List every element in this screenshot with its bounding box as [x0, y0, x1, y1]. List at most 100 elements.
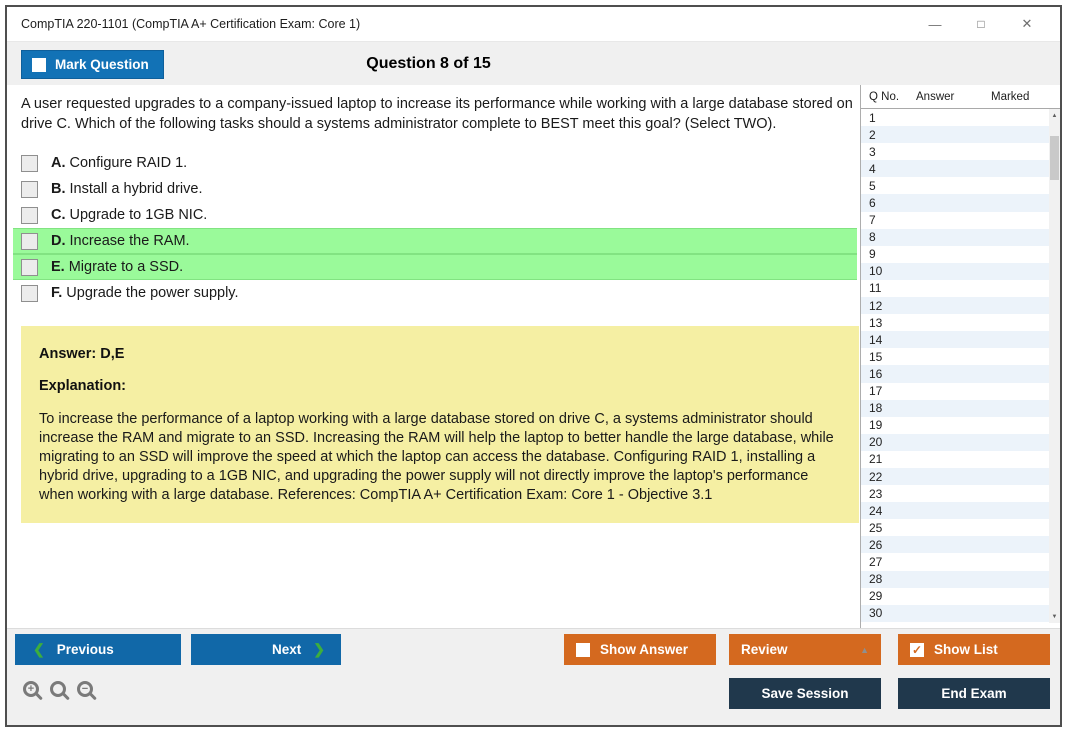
- main-area: A user requested upgrades to a company-i…: [7, 85, 1060, 628]
- review-dropdown[interactable]: Review ▲: [729, 634, 881, 665]
- option-checkbox[interactable]: [21, 206, 38, 224]
- save-session-button[interactable]: Save Session: [729, 678, 881, 709]
- option-checkbox[interactable]: [21, 180, 38, 198]
- option-label: F. Upgrade the power supply.: [51, 285, 239, 301]
- option-row-a[interactable]: A. Configure RAID 1.: [13, 150, 857, 176]
- question-list-row[interactable]: 15: [869, 349, 883, 364]
- option-checkbox[interactable]: [21, 258, 38, 276]
- save-session-label: Save Session: [761, 686, 849, 701]
- option-checkbox[interactable]: [21, 232, 38, 250]
- mark-question-button[interactable]: Mark Question: [21, 50, 164, 79]
- question-list-row[interactable]: 29: [869, 589, 883, 604]
- question-list-row[interactable]: 25: [869, 520, 883, 535]
- option-label: B. Install a hybrid drive.: [51, 181, 203, 197]
- zoom-controls: + −: [23, 681, 93, 697]
- question-list-row[interactable]: 5: [869, 178, 876, 193]
- question-list-row[interactable]: 11: [869, 281, 882, 296]
- chevron-up-icon: ▲: [860, 644, 869, 655]
- option-label: C. Upgrade to 1GB NIC.: [51, 207, 208, 223]
- question-list-row[interactable]: 9: [869, 247, 876, 262]
- option-row-b[interactable]: B. Install a hybrid drive.: [13, 176, 857, 202]
- question-list-row[interactable]: 24: [861, 502, 1049, 520]
- header-strip: Mark Question Question 8 of 15: [7, 41, 1060, 85]
- show-list-checkbox-icon[interactable]: ✓: [910, 642, 924, 657]
- explanation-body: To increase the performance of a laptop …: [39, 411, 834, 503]
- chevron-right-icon: ❯: [313, 641, 325, 657]
- scroll-down-icon[interactable]: ▼: [1051, 613, 1058, 620]
- question-list-row[interactable]: 12: [861, 297, 1049, 315]
- mark-question-checkbox-icon[interactable]: [32, 57, 46, 72]
- explanation-heading: Explanation:: [39, 378, 127, 394]
- title-bar: CompTIA 220-1101 (CompTIA A+ Certificati…: [7, 7, 1060, 41]
- chevron-left-icon: ❮: [33, 641, 45, 657]
- question-list-row[interactable]: 28: [861, 570, 1049, 588]
- app-window: CompTIA 220-1101 (CompTIA A+ Certificati…: [5, 5, 1062, 727]
- show-answer-checkbox-icon[interactable]: [576, 642, 590, 657]
- maximize-icon[interactable]: □: [977, 17, 985, 31]
- option-label: D. Increase the RAM.: [51, 233, 190, 249]
- previous-label: Previous: [56, 642, 114, 657]
- question-list-row[interactable]: 7: [869, 213, 876, 228]
- question-list-row[interactable]: 19: [869, 418, 883, 433]
- option-checkbox[interactable]: [21, 284, 38, 302]
- question-list-row[interactable]: 21: [869, 452, 883, 467]
- question-text: A user requested upgrades to a company-i…: [21, 96, 853, 132]
- question-panel: A user requested upgrades to a company-i…: [7, 85, 860, 628]
- zoom-in-icon[interactable]: +: [23, 681, 39, 697]
- col-header-qno: Q No.: [869, 90, 900, 103]
- options-list: A. Configure RAID 1. B. Install a hybrid dr…: [13, 150, 857, 306]
- show-list-label: Show List: [934, 642, 998, 657]
- question-list-scrollbar[interactable]: ▲ ▼: [1049, 109, 1060, 623]
- window-controls: — □ ✕: [912, 16, 1050, 32]
- option-row-c[interactable]: C. Upgrade to 1GB NIC.: [13, 202, 857, 228]
- show-answer-label: Show Answer: [600, 642, 689, 657]
- question-list-row[interactable]: 23: [869, 486, 883, 501]
- window-title: CompTIA 220-1101 (CompTIA A+ Certificati…: [21, 17, 361, 31]
- question-list-row[interactable]: 1: [869, 110, 876, 125]
- minimize-icon[interactable]: —: [928, 16, 942, 32]
- option-label: E. Migrate to a SSD.: [51, 259, 184, 275]
- bottom-bar: ❮ Previous Next ❯ Show Answer Review ▲ ✓…: [7, 628, 1060, 725]
- question-list-row[interactable]: 14: [861, 331, 1049, 349]
- previous-button[interactable]: ❮ Previous: [15, 634, 181, 665]
- question-list-row[interactable]: 22: [861, 467, 1049, 486]
- zoom-reset-icon[interactable]: [50, 681, 66, 697]
- option-row-f[interactable]: F. Upgrade the power supply.: [13, 280, 857, 306]
- question-list-row[interactable]: 8: [861, 228, 1049, 246]
- question-list-row[interactable]: 2: [861, 126, 1049, 144]
- explanation-panel: Answer: D,E Explanation: To increase the…: [21, 326, 859, 523]
- mark-question-label: Mark Question: [55, 57, 149, 72]
- col-header-answer: Answer: [916, 90, 955, 103]
- scroll-up-icon[interactable]: ▲: [1051, 112, 1058, 119]
- option-label: A. Configure RAID 1.: [51, 155, 188, 171]
- question-list-rows: 1 2 3 4 5 6 7 8 9 10 11 12 13 14 15 16 17 18 19 20 21 22 23 24 2…: [861, 109, 1049, 622]
- question-list-row[interactable]: 17: [869, 384, 883, 399]
- question-list-row[interactable]: 13: [869, 315, 883, 330]
- question-list-row[interactable]: 20: [861, 433, 1049, 451]
- end-exam-button[interactable]: End Exam: [898, 678, 1050, 709]
- close-icon[interactable]: ✕: [1021, 16, 1033, 31]
- option-checkbox[interactable]: [21, 154, 38, 172]
- review-label: Review: [741, 642, 788, 657]
- option-row-e[interactable]: E. Migrate to a SSD.: [13, 254, 857, 280]
- next-button[interactable]: Next ❯: [191, 634, 341, 665]
- answer-text: Answer: D,E: [39, 346, 125, 362]
- question-list-row[interactable]: 27: [869, 554, 883, 569]
- question-list-header: Q No. Answer Marked: [861, 85, 1060, 109]
- scrollbar-thumb[interactable]: [1050, 136, 1059, 180]
- question-list-row[interactable]: 18: [861, 399, 1049, 417]
- next-label: Next: [272, 642, 302, 657]
- option-row-d[interactable]: D. Increase the RAM.: [13, 228, 857, 254]
- question-list-row[interactable]: 6: [861, 194, 1049, 212]
- zoom-out-icon[interactable]: −: [77, 681, 93, 697]
- question-list-row[interactable]: 30: [861, 604, 1049, 622]
- show-list-button[interactable]: ✓ Show List: [898, 634, 1050, 665]
- show-answer-button[interactable]: Show Answer: [564, 634, 716, 665]
- question-list-row[interactable]: 10: [861, 262, 1049, 280]
- question-list-panel: Q No. Answer Marked 1 2 3 4 5 6 7 8 9 10 11 12 13 14 1…: [860, 85, 1060, 628]
- question-list-row[interactable]: 4: [861, 160, 1049, 178]
- col-header-marked: Marked: [991, 90, 1030, 103]
- question-list-row[interactable]: 26: [861, 536, 1049, 554]
- question-list-row[interactable]: 3: [869, 144, 876, 159]
- question-list-row[interactable]: 16: [861, 365, 1049, 383]
